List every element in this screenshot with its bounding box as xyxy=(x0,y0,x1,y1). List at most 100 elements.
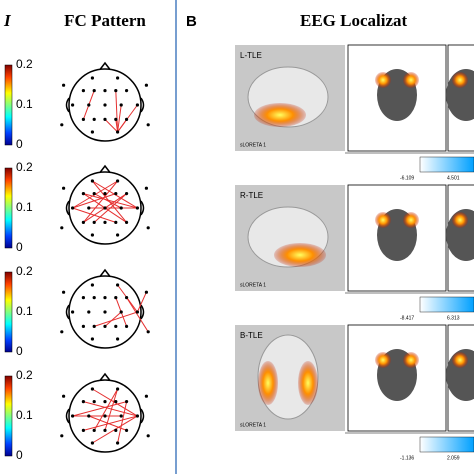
electrode xyxy=(135,310,139,314)
electrode xyxy=(62,186,66,190)
electrode xyxy=(114,89,118,93)
electrode xyxy=(90,76,94,80)
electrode xyxy=(114,428,118,432)
head-outline xyxy=(68,379,142,453)
group-label: R-TLE xyxy=(240,191,263,200)
fc-link xyxy=(104,119,118,133)
fc-link xyxy=(93,388,119,431)
slice-activation xyxy=(452,72,468,88)
electrode xyxy=(60,434,64,438)
electrode xyxy=(87,310,91,314)
slice-activation xyxy=(375,212,391,228)
electrode xyxy=(119,310,123,314)
colorbar-tick: 0.2 xyxy=(16,368,33,382)
head-outline xyxy=(68,171,142,245)
scale-min: -1.136 xyxy=(400,455,414,461)
colorbar-tick: 0 xyxy=(16,344,23,358)
group-label: B-TLE xyxy=(240,331,263,340)
electrode xyxy=(90,387,94,391)
panel-title: EEG Localizat xyxy=(300,11,408,30)
electrode xyxy=(90,283,94,287)
colorbar xyxy=(4,271,13,353)
slice-activation xyxy=(452,212,468,228)
fc-link xyxy=(83,401,138,417)
ear xyxy=(140,408,145,424)
electrode xyxy=(135,103,139,107)
colorbar-tick: 0.2 xyxy=(16,57,33,71)
electrode xyxy=(92,117,96,121)
fc-link xyxy=(94,311,138,327)
electrode xyxy=(103,220,107,224)
scale-bar xyxy=(419,296,474,313)
nose xyxy=(99,268,111,277)
colorbar xyxy=(4,167,13,249)
fc-link xyxy=(83,415,138,431)
electrode xyxy=(125,400,129,404)
scale-bar xyxy=(419,436,474,453)
electrode xyxy=(71,206,75,210)
electrode xyxy=(103,324,107,328)
electrode xyxy=(116,233,120,237)
electrode xyxy=(92,192,96,196)
electrode xyxy=(114,192,118,196)
colorbar-tick: 0.1 xyxy=(16,304,33,318)
colorbar-tick: 0.1 xyxy=(16,200,33,214)
electrode xyxy=(81,296,85,300)
scale-bar xyxy=(419,156,474,173)
panel-label: B xyxy=(186,13,197,30)
electrode xyxy=(116,283,120,287)
scale-min: -8.417 xyxy=(400,315,414,321)
fc-link xyxy=(126,297,149,333)
electrode xyxy=(60,123,64,127)
panel-label: I xyxy=(3,11,12,30)
electrode xyxy=(114,220,118,224)
electrode xyxy=(125,192,129,196)
fc-link xyxy=(72,207,116,223)
slice-activation xyxy=(403,72,419,88)
electrode xyxy=(81,428,85,432)
electrode xyxy=(71,414,75,418)
software-label: sLORETA 1 xyxy=(240,142,266,148)
fc-link xyxy=(72,193,116,209)
electrode xyxy=(62,83,66,87)
slice-activation xyxy=(375,352,391,368)
electrode xyxy=(116,130,120,134)
electrode xyxy=(119,103,123,107)
electrode xyxy=(90,233,94,237)
fc-link xyxy=(83,180,118,223)
electrode xyxy=(62,394,66,398)
electrode xyxy=(92,89,96,93)
colorbar-tick: 0.1 xyxy=(16,97,33,111)
electrode xyxy=(125,117,129,121)
ear xyxy=(65,304,70,320)
electrode xyxy=(135,206,139,210)
electrode xyxy=(125,324,129,328)
electrode xyxy=(119,414,123,418)
electrode xyxy=(114,117,118,121)
fc-link xyxy=(92,180,127,223)
electrode xyxy=(103,400,107,404)
colorbar xyxy=(4,64,13,146)
nose xyxy=(99,164,111,173)
electrode xyxy=(71,103,75,107)
electrode xyxy=(103,192,107,196)
electrode xyxy=(125,296,129,300)
colorbar-tick: 0 xyxy=(16,240,23,254)
slice-activation xyxy=(375,72,391,88)
fc-link xyxy=(83,193,138,209)
colorbar-tick: 0.2 xyxy=(16,264,33,278)
electrode xyxy=(125,220,129,224)
software-label: sLORETA 1 xyxy=(240,282,266,288)
slice-activation xyxy=(403,212,419,228)
activation xyxy=(274,243,326,267)
electrode xyxy=(114,296,118,300)
electrode xyxy=(144,290,148,294)
ear xyxy=(140,304,145,320)
electrode xyxy=(103,296,107,300)
head-outline xyxy=(68,275,142,349)
electrode xyxy=(103,414,107,418)
electrode xyxy=(92,220,96,224)
electrode xyxy=(144,186,148,190)
electrode xyxy=(87,206,91,210)
activation xyxy=(298,361,318,405)
